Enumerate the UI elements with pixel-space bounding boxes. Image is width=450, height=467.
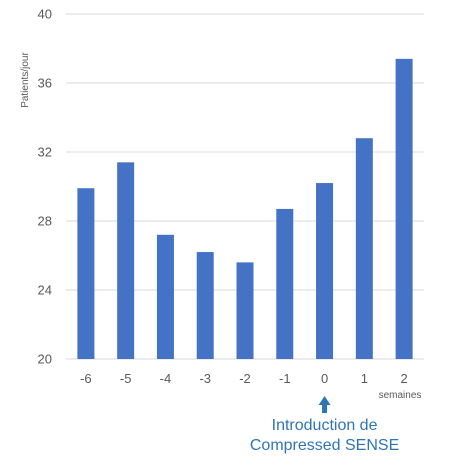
bar-week-0 [316, 183, 334, 359]
y-axis-tick-labels: 20 24 28 32 36 40 [38, 7, 52, 367]
x-tick-label: 1 [361, 371, 368, 386]
x-tick-label: -1 [279, 371, 291, 386]
annotation: Introduction de Compressed SENSE [250, 396, 399, 454]
bar-week--3 [196, 252, 214, 359]
y-tick-label: 20 [38, 352, 52, 367]
x-tick-label: -6 [80, 371, 92, 386]
x-tick-label: -3 [199, 371, 211, 386]
y-axis-title: Patients/jour [20, 52, 31, 108]
y-tick-label: 40 [38, 7, 52, 22]
y-tick-label: 36 [38, 76, 52, 91]
annotation-line-2: Compressed SENSE [250, 437, 399, 454]
y-tick-label: 28 [38, 214, 52, 229]
arrow-up-icon [318, 396, 331, 413]
x-tick-label: -4 [160, 371, 172, 386]
x-axis-title: semaines [379, 390, 422, 401]
x-tick-label: -2 [239, 371, 251, 386]
bar-week--5 [117, 162, 135, 359]
bar-week-2 [395, 58, 413, 359]
y-tick-label: 24 [38, 283, 52, 298]
y-tick-label: 32 [38, 145, 52, 160]
x-tick-label: 0 [321, 371, 328, 386]
x-axis-tick-labels: -6 -5 -4 -3 -2 -1 0 1 2 [80, 371, 408, 386]
bar-week--2 [236, 262, 254, 359]
bars [77, 58, 413, 359]
x-tick-label: 2 [400, 371, 407, 386]
x-tick-label: -5 [120, 371, 132, 386]
annotation-line-1: Introduction de [272, 417, 378, 434]
bar-week--4 [156, 234, 174, 359]
bar-week--6 [77, 188, 95, 359]
bar-week--1 [276, 208, 294, 359]
bar-week-1 [355, 138, 373, 359]
